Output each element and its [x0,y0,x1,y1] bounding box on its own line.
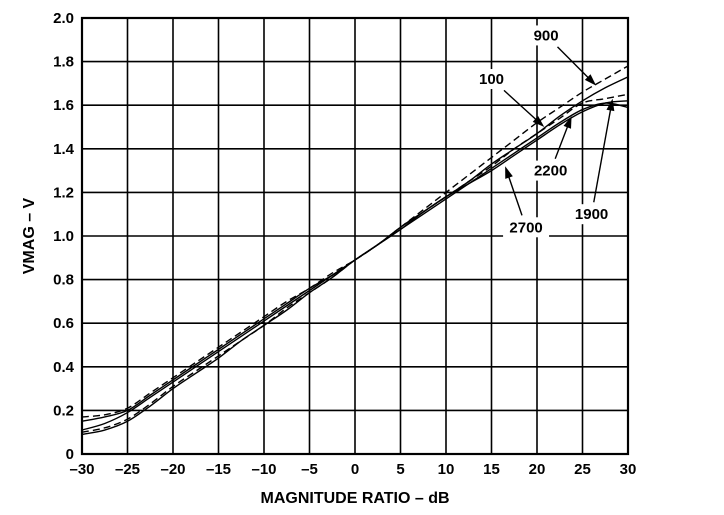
x-tick-label: 15 [483,461,500,478]
x-tick-labels: –30 –25 –20 –15 –10 –5 0 5 10 15 20 25 30 [69,461,636,478]
callout-label-2200: 2200 [534,163,567,180]
callout-arrowhead-1900 [606,98,615,112]
series-line-900 [81,65,629,418]
callout-box-900 [527,25,565,46]
callout-label-1900: 1900 [575,206,608,223]
callout-arrowhead-900 [584,74,597,86]
callout-box-2700 [503,217,550,238]
y-tick-label: 1.6 [53,97,74,114]
callout-leader-900 [556,46,593,82]
series-line-2700 [81,100,629,436]
callout-leader-2700 [506,171,523,216]
y-tick-label: 0 [66,446,74,463]
x-tick-label: 20 [529,461,546,478]
x-tick-label: –15 [206,461,231,478]
x-tick-label: 30 [620,461,637,478]
callout-box-100 [473,69,510,90]
callout-label-2700: 2700 [509,219,542,236]
y-tick-label: 2.0 [53,10,74,27]
callout-label-100: 100 [479,71,504,88]
callout-box-1900 [568,204,615,225]
callout-arrowhead-2700 [505,166,513,179]
y-tick-label: 1.2 [53,184,74,201]
callout-box-2200 [527,160,574,181]
callout-leader-1900 [593,104,613,203]
series-lines [81,65,629,436]
x-axis-title: MAGNITUDE RATIO – dB [260,490,449,507]
y-tick-label: 0.8 [53,272,74,289]
x-tick-label: 5 [396,461,404,478]
callout-arrowhead-100 [532,115,545,127]
y-tick-label: 0.4 [53,359,75,376]
y-tick-labels: 0 0.2 0.4 0.6 0.8 1.0 1.2 1.4 1.6 1.8 2.0 [53,10,75,463]
x-tick-label: 10 [438,461,455,478]
y-tick-label: 1.0 [53,228,74,245]
x-tick-label: 0 [351,461,359,478]
y-tick-label: 1.4 [53,141,75,158]
callout-leader-100 [503,89,541,124]
callout-arrowhead-2200 [563,116,572,129]
y-tick-label: 1.8 [53,54,74,71]
x-tick-label: –25 [115,461,140,478]
callout-leader-2200 [554,121,571,159]
x-tick-label: –20 [160,461,185,478]
annotations: 900 100 2200 1900 2700 [473,25,615,238]
y-tick-label: 0.6 [53,315,74,332]
y-tick-label: 0.2 [53,402,74,419]
callout-label-900: 900 [534,27,559,44]
y-axis-title: VMAG – V [21,197,38,274]
x-tick-label: 25 [574,461,591,478]
x-tick-label: –30 [69,461,94,478]
plot-frame [80,16,630,456]
x-tick-label: –10 [251,461,276,478]
x-tick-label: –5 [301,461,318,478]
